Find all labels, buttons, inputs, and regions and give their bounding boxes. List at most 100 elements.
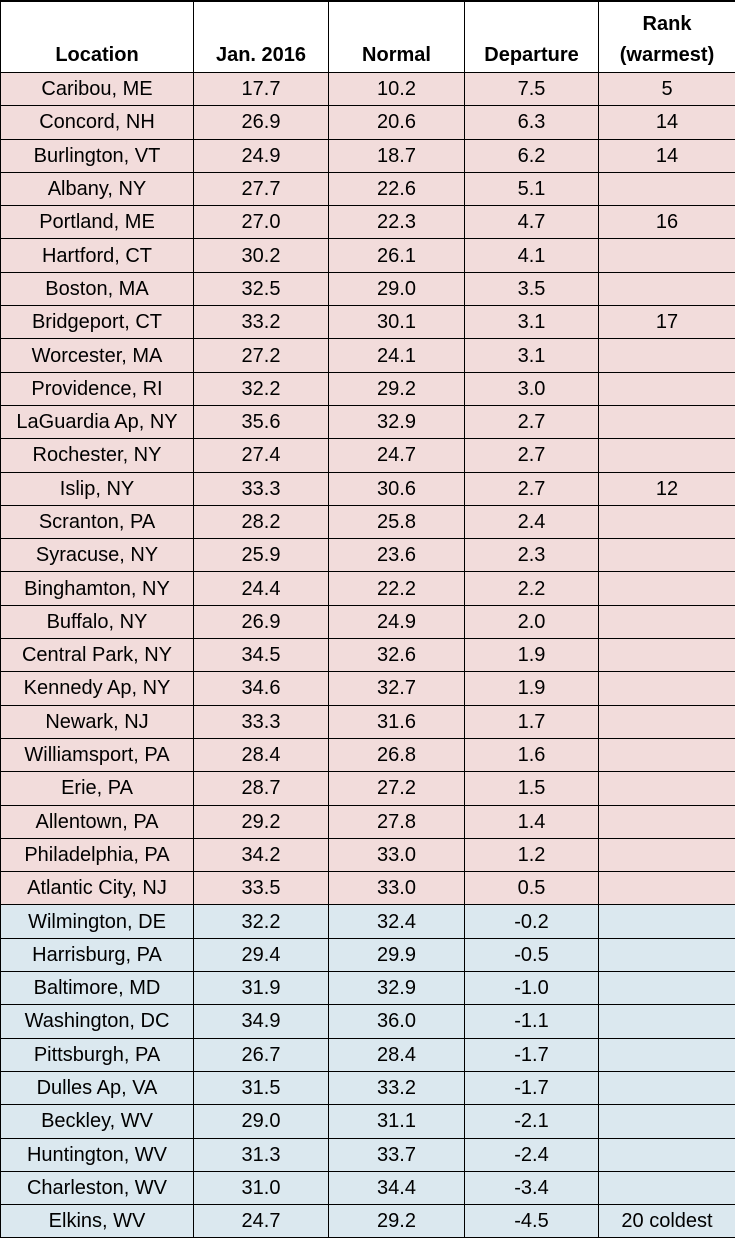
cell-jan-2016: 35.6	[193, 404, 329, 440]
cell-location: Elkins, WV	[0, 1204, 194, 1239]
cell-location: Baltimore, MD	[0, 971, 194, 1006]
header-rank-line2: (warmest)	[619, 44, 715, 66]
cell-jan-2016: 26.7	[193, 1037, 329, 1072]
cell-rank	[598, 504, 735, 540]
cell-normal: 24.7	[328, 438, 465, 473]
cell-jan-2016: 33.3	[193, 471, 329, 506]
table-row: Boston, MA 32.5 29.0 3.5	[0, 271, 735, 307]
cell-location: Central Park, NY	[0, 638, 194, 673]
cell-departure: 2.0	[464, 604, 599, 640]
cell-departure: 6.3	[464, 105, 599, 140]
cell-location: Kennedy Ap, NY	[0, 671, 194, 706]
cell-departure: -4.5	[464, 1204, 599, 1239]
cell-normal: 30.1	[328, 305, 465, 340]
cell-normal: 25.8	[328, 504, 465, 540]
table-row: Charleston, WV 31.0 34.4 -3.4	[0, 1170, 735, 1206]
cell-rank	[598, 1137, 735, 1172]
table-row: Albany, NY 27.7 22.6 5.1	[0, 171, 735, 207]
table-row: Bridgeport, CT 33.2 30.1 3.1 17	[0, 305, 735, 340]
cell-normal: 22.3	[328, 205, 465, 240]
cell-departure: 3.1	[464, 338, 599, 373]
cell-jan-2016: 34.2	[193, 837, 329, 873]
cell-jan-2016: 28.7	[193, 771, 329, 806]
cell-jan-2016: 24.9	[193, 138, 329, 173]
cell-rank	[598, 338, 735, 373]
cell-rank	[598, 1004, 735, 1039]
cell-normal: 27.8	[328, 804, 465, 839]
cell-jan-2016: 27.0	[193, 205, 329, 240]
cell-jan-2016: 29.2	[193, 804, 329, 839]
cell-jan-2016: 31.3	[193, 1137, 329, 1172]
cell-rank	[598, 871, 735, 906]
cell-normal: 29.2	[328, 371, 465, 406]
cell-rank	[598, 804, 735, 839]
cell-location: Philadelphia, PA	[0, 837, 194, 873]
cell-rank: 16	[598, 205, 735, 240]
cell-jan-2016: 29.0	[193, 1104, 329, 1139]
cell-departure: 2.7	[464, 404, 599, 440]
table-row: Huntington, WV 31.3 33.7 -2.4	[0, 1137, 735, 1172]
cell-departure: 1.5	[464, 771, 599, 806]
cell-location: Binghamton, NY	[0, 571, 194, 606]
cell-normal: 29.9	[328, 937, 465, 973]
cell-location: Atlantic City, NJ	[0, 871, 194, 906]
cell-location: Caribou, ME	[0, 71, 194, 107]
cell-normal: 18.7	[328, 138, 465, 173]
cell-normal: 33.7	[328, 1137, 465, 1172]
cell-normal: 33.0	[328, 871, 465, 906]
cell-rank	[598, 404, 735, 440]
table-row: Dulles Ap, VA 31.5 33.2 -1.7	[0, 1070, 735, 1106]
cell-departure: -1.7	[464, 1037, 599, 1072]
cell-departure: -2.4	[464, 1137, 599, 1172]
cell-normal: 27.2	[328, 771, 465, 806]
cell-location: Huntington, WV	[0, 1137, 194, 1172]
cell-location: Portland, ME	[0, 205, 194, 240]
cell-normal: 34.4	[328, 1170, 465, 1206]
table-row: Worcester, MA 27.2 24.1 3.1	[0, 338, 735, 373]
cell-normal: 20.6	[328, 105, 465, 140]
cell-normal: 26.1	[328, 238, 465, 273]
cell-jan-2016: 26.9	[193, 105, 329, 140]
cell-normal: 32.9	[328, 404, 465, 440]
cell-normal: 30.6	[328, 471, 465, 506]
cell-location: Scranton, PA	[0, 504, 194, 540]
cell-location: Albany, NY	[0, 171, 194, 207]
cell-departure: 3.0	[464, 371, 599, 406]
header-location: Location	[0, 0, 194, 73]
cell-departure: 2.7	[464, 471, 599, 506]
cell-departure: 4.7	[464, 205, 599, 240]
table-row: Concord, NH 26.9 20.6 6.3 14	[0, 105, 735, 140]
cell-location: Hartford, CT	[0, 238, 194, 273]
table-row: Burlington, VT 24.9 18.7 6.2 14	[0, 138, 735, 173]
cell-rank	[598, 1170, 735, 1206]
table-row: Binghamton, NY 24.4 22.2 2.2	[0, 571, 735, 606]
cell-jan-2016: 32.2	[193, 904, 329, 939]
header-rank-line1: Rank	[642, 13, 692, 35]
cell-rank: 5	[598, 71, 735, 107]
cell-location: Worcester, MA	[0, 338, 194, 373]
cell-departure: 3.5	[464, 271, 599, 307]
cell-departure: 2.2	[464, 571, 599, 606]
cell-location: Dulles Ap, VA	[0, 1070, 194, 1106]
cell-normal: 31.6	[328, 704, 465, 739]
cell-normal: 22.6	[328, 171, 465, 207]
cell-rank	[598, 171, 735, 207]
cell-departure: 1.7	[464, 704, 599, 739]
cell-departure: 3.1	[464, 305, 599, 340]
cell-rank	[598, 271, 735, 307]
header-departure: Departure	[464, 0, 599, 73]
table-row: Newark, NJ 33.3 31.6 1.7	[0, 704, 735, 739]
cell-departure: 2.4	[464, 504, 599, 540]
cell-departure: -0.2	[464, 904, 599, 939]
cell-location: Pittsburgh, PA	[0, 1037, 194, 1072]
cell-jan-2016: 28.2	[193, 504, 329, 540]
cell-jan-2016: 26.9	[193, 604, 329, 640]
cell-rank	[598, 837, 735, 873]
cell-location: Erie, PA	[0, 771, 194, 806]
cell-jan-2016: 34.5	[193, 638, 329, 673]
cell-jan-2016: 28.4	[193, 737, 329, 773]
cell-normal: 32.7	[328, 671, 465, 706]
cell-location: Rochester, NY	[0, 438, 194, 473]
cell-location: Charleston, WV	[0, 1170, 194, 1206]
cell-jan-2016: 34.6	[193, 671, 329, 706]
